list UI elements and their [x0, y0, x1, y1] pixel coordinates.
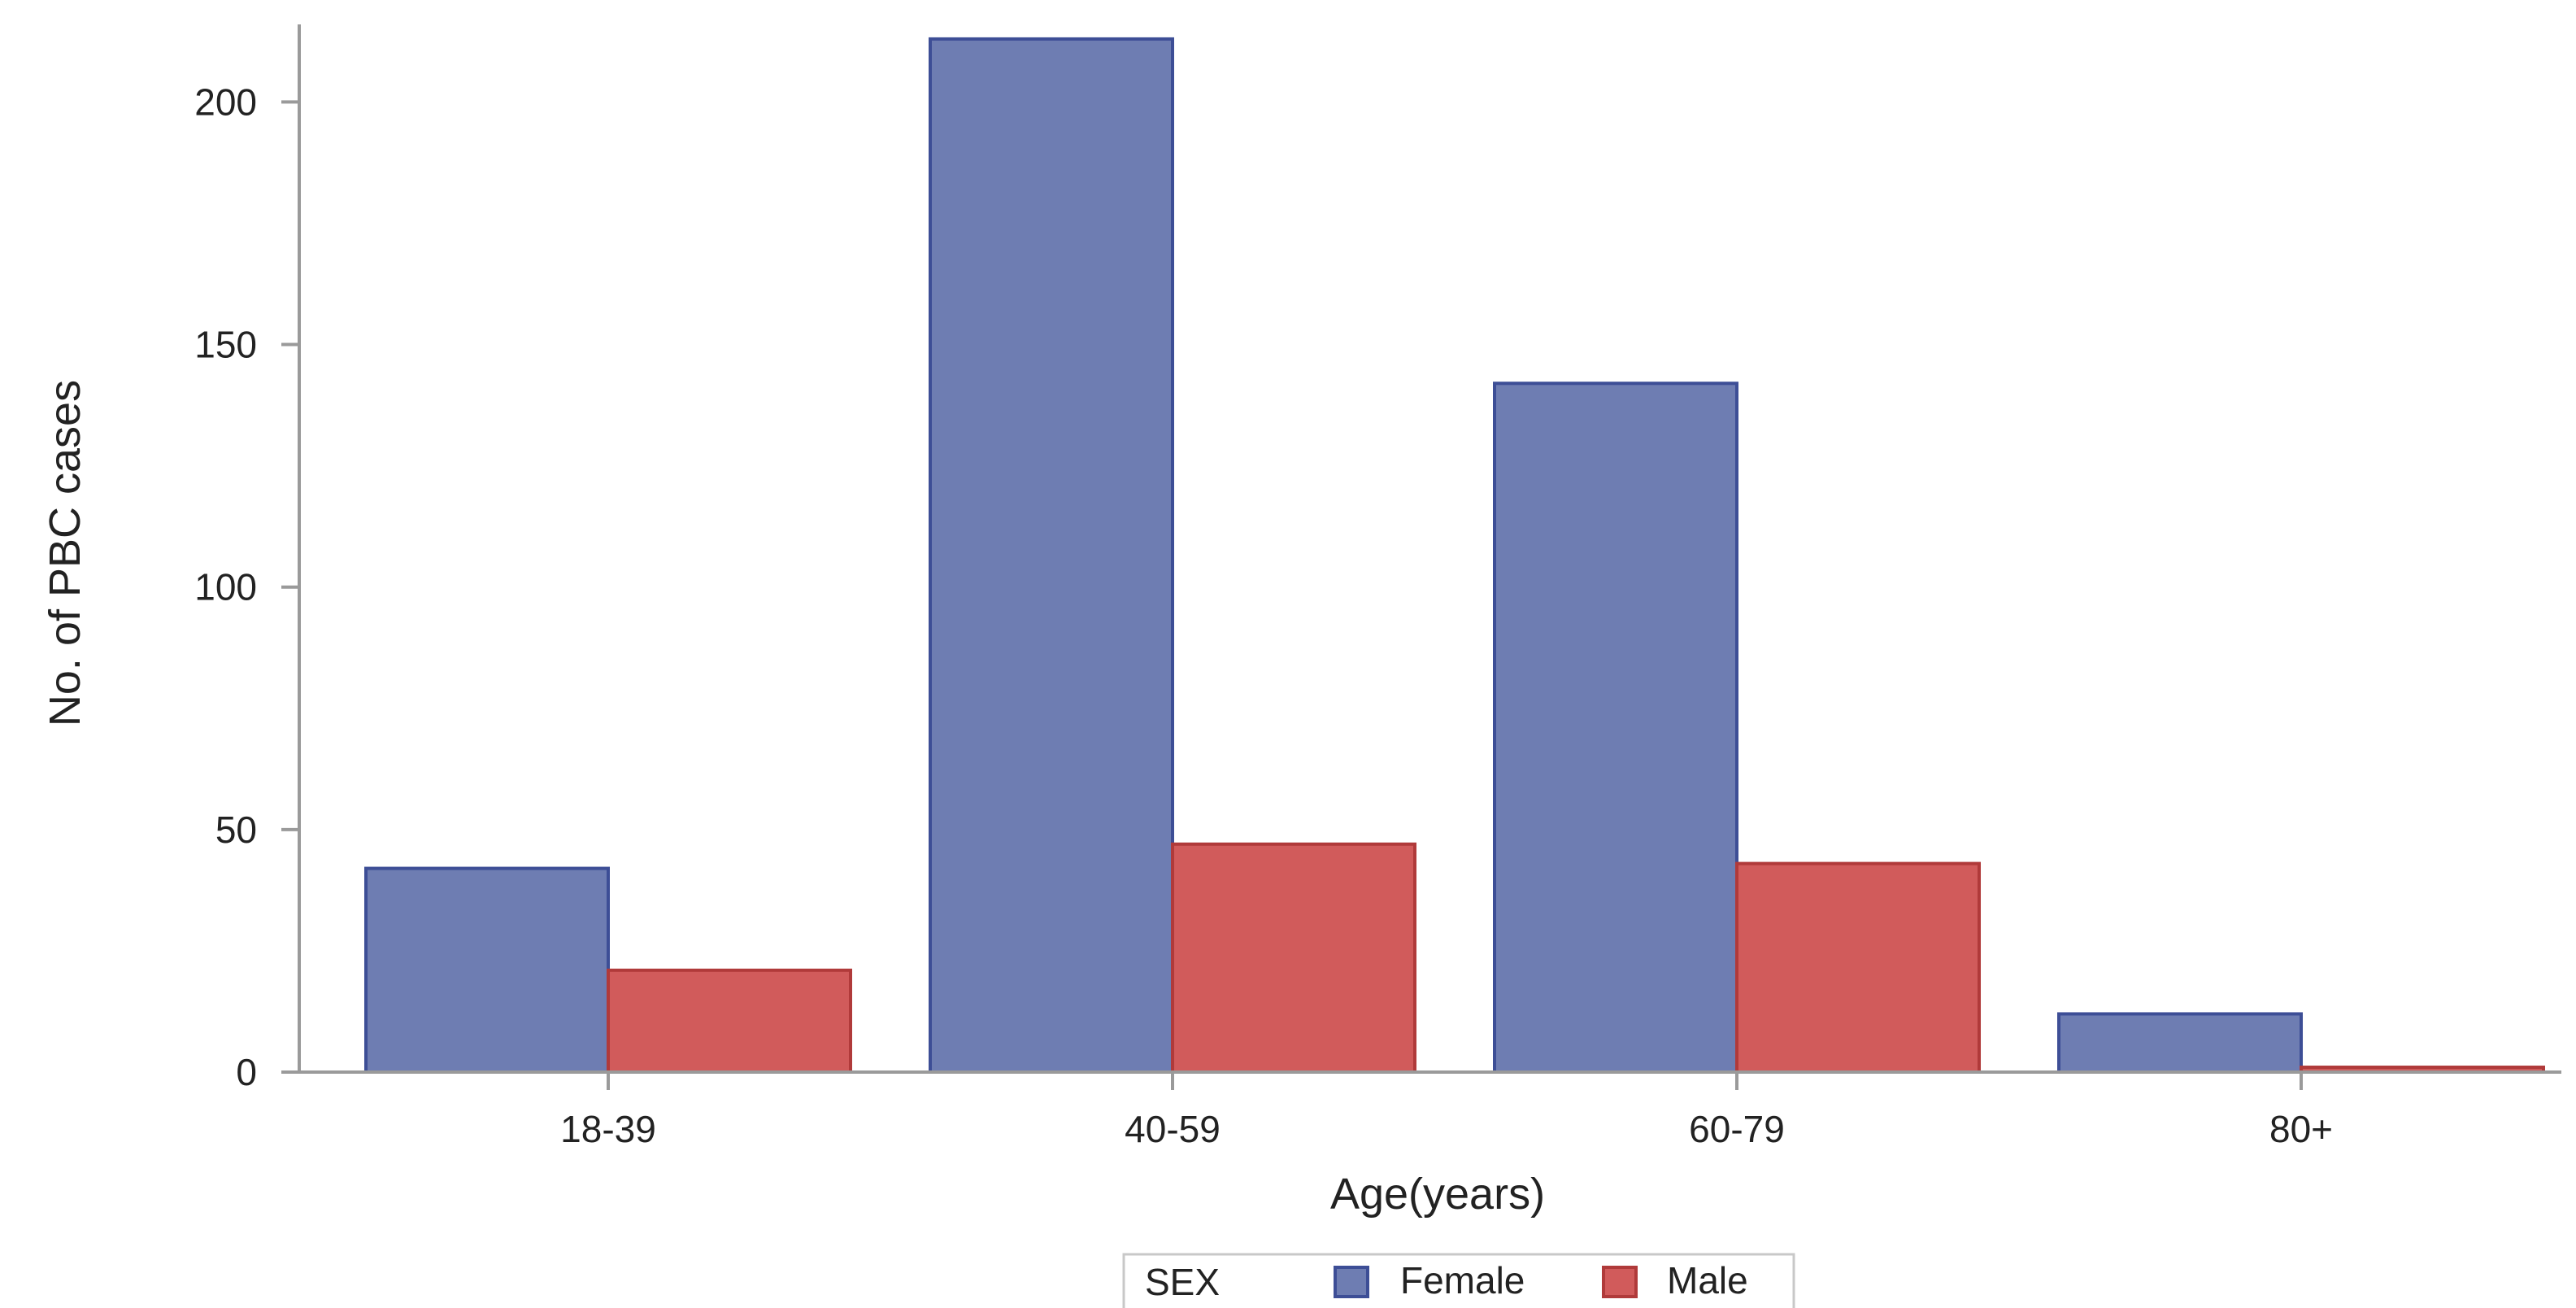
legend-label-male: Male [1667, 1259, 1748, 1301]
bar-female-60-79 [1493, 382, 1738, 1074]
legend-title: SEX [1145, 1261, 1220, 1303]
y-tick-label: 0 [236, 1051, 257, 1093]
x-axis: 18-39 40-59 60-79 80+ [299, 1070, 2561, 1150]
legend-frame [1122, 1253, 1795, 1308]
bar-female-80+ [2057, 1012, 2303, 1075]
bars-group [364, 37, 2545, 1075]
legend-swatch-female [1334, 1266, 1369, 1298]
bar-male-18-39 [607, 968, 852, 1075]
legend-label-female: Female [1400, 1259, 1525, 1301]
legend-swatch-male [1602, 1266, 1638, 1298]
legend: SEX Female Male [1122, 1253, 1795, 1308]
bar-female-18-39 [364, 866, 610, 1074]
x-tick-label: 80+ [2269, 1108, 2333, 1150]
bar-female-40-59 [929, 37, 1174, 1074]
bar-male-60-79 [1735, 861, 1981, 1075]
bar-male-40-59 [1171, 842, 1416, 1074]
x-tick-label: 40-59 [1125, 1108, 1221, 1150]
y-tick-label: 50 [215, 809, 257, 851]
x-tick-label: 18-39 [560, 1108, 656, 1150]
x-axis-title: Age(years) [1330, 1170, 1545, 1219]
y-tick-label: 150 [194, 324, 257, 366]
y-axis: 0 50 100 150 200 [194, 24, 301, 1093]
y-tick-label: 100 [194, 566, 257, 608]
y-tick-label: 200 [194, 81, 257, 123]
y-axis-title: No. of PBC cases [41, 380, 89, 726]
x-tick-label: 60-79 [1689, 1108, 1785, 1150]
